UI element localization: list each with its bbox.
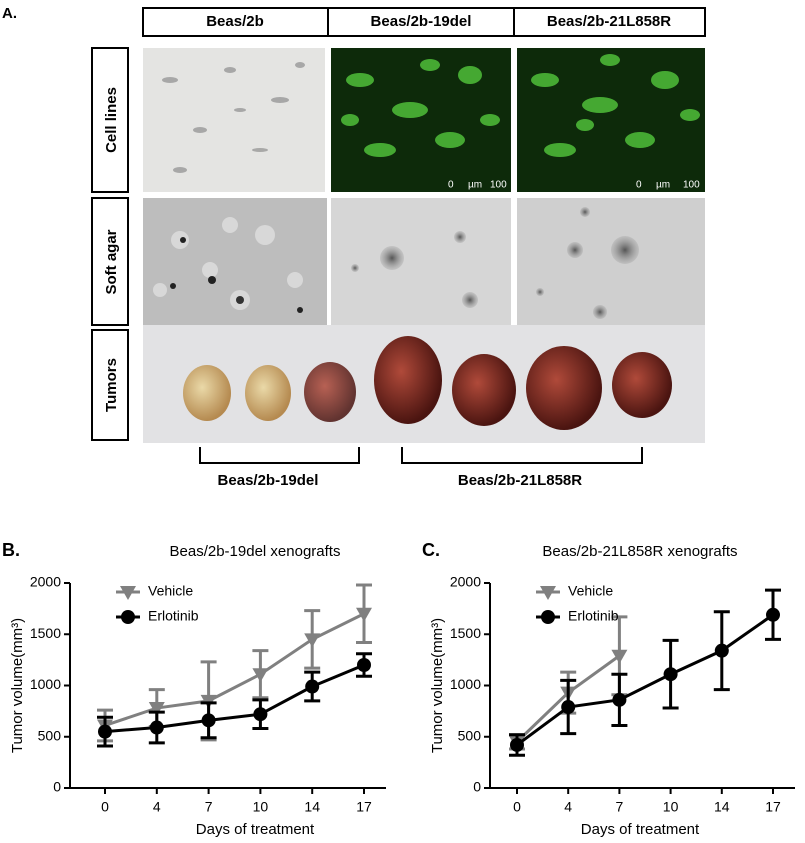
row-label: Cell lines (103, 87, 120, 153)
marker (561, 700, 576, 715)
scale-bar: 0 µm 100 0 µm 100 (448, 180, 700, 191)
marker (611, 649, 628, 664)
x-tick-label: 17 (356, 799, 372, 815)
scale-label: 100 (683, 180, 700, 191)
series-line (104, 612, 365, 727)
x-tick-label: 17 (765, 799, 781, 815)
group-label: Beas/2b-21L858R (458, 472, 582, 489)
agar-texture (351, 207, 639, 319)
x-tick-label: 14 (304, 799, 320, 815)
legend-label: Vehicle (568, 583, 613, 599)
marker (714, 643, 729, 658)
row-box (91, 329, 129, 441)
marker (305, 679, 320, 694)
marker (201, 713, 216, 728)
cell-image (517, 48, 705, 192)
y-tick-label: 500 (458, 727, 482, 743)
x-tick-label: 4 (153, 799, 161, 815)
series-line (516, 613, 774, 747)
group-label: Beas/2b-19del (218, 472, 319, 489)
y-tick-label: 2000 (30, 574, 61, 590)
scale-label: µm (656, 180, 670, 191)
scale-label: 100 (490, 180, 507, 191)
x-tick-label: 14 (714, 799, 730, 815)
x-tick-label: 7 (616, 799, 624, 815)
group-bracket (199, 447, 360, 464)
panel-label: C. (422, 540, 440, 560)
x-tick-label: 4 (564, 799, 572, 815)
legend-label: Vehicle (148, 583, 193, 599)
marker (148, 702, 165, 717)
agar-image (517, 198, 705, 325)
scale-label: 0 (636, 180, 642, 191)
y-tick-label: 2000 (450, 574, 481, 590)
marker (357, 658, 371, 672)
series-line (104, 663, 365, 734)
marker (356, 607, 372, 622)
x-tick-label: 10 (253, 799, 269, 815)
y-axis-label: Tumor volume(mm³) (429, 618, 446, 753)
column-header: Beas/2b (206, 13, 264, 30)
y-tick-label: 0 (53, 779, 61, 795)
column-header: Beas/2b-19del (371, 13, 472, 30)
x-tick-label: 0 (101, 799, 109, 815)
row-box (91, 197, 129, 326)
chart-title: Beas/2b-21L858R xenografts (542, 543, 737, 560)
x-axis-label: Days of treatment (196, 821, 315, 838)
marker (253, 707, 268, 722)
marker (98, 724, 112, 739)
legend-label: Erlotinib (148, 608, 199, 624)
y-tick-label: 1000 (30, 676, 61, 692)
marker (612, 692, 627, 707)
panel-label: B. (2, 540, 20, 560)
marker (304, 633, 321, 648)
y-tick-label: 1500 (450, 625, 481, 641)
agar-texture (153, 217, 303, 313)
marker (663, 667, 678, 682)
chart-title: Beas/2b-19del xenografts (170, 543, 341, 560)
column-header: Beas/2b-21L858R (547, 13, 671, 30)
y-tick-label: 1000 (450, 676, 481, 692)
marker (510, 737, 524, 752)
marker (252, 668, 269, 683)
row-label: Soft agar (103, 229, 120, 294)
x-tick-label: 0 (513, 799, 521, 815)
group-bracket (401, 447, 643, 464)
header-box (142, 7, 706, 37)
y-axis-label: Tumor volume(mm³) (9, 618, 26, 753)
cell-texture (341, 54, 700, 157)
panel-label: A. (2, 5, 17, 22)
scale-label: µm (468, 180, 482, 191)
y-tick-label: 1500 (30, 625, 61, 641)
marker (766, 607, 780, 622)
marker (149, 720, 164, 735)
scale-label: 0 (448, 180, 454, 191)
agar-image (331, 198, 511, 325)
y-tick-label: 0 (473, 779, 481, 795)
cell-texture (162, 62, 305, 173)
row-box (91, 47, 129, 193)
x-tick-label: 10 (663, 799, 679, 815)
legend-label: Erlotinib (568, 608, 619, 624)
x-tick-label: 7 (205, 799, 213, 815)
tumor-texture (183, 336, 672, 430)
y-tick-label: 500 (38, 727, 62, 743)
x-axis-label: Days of treatment (581, 821, 700, 838)
row-label: Tumors (103, 358, 120, 412)
